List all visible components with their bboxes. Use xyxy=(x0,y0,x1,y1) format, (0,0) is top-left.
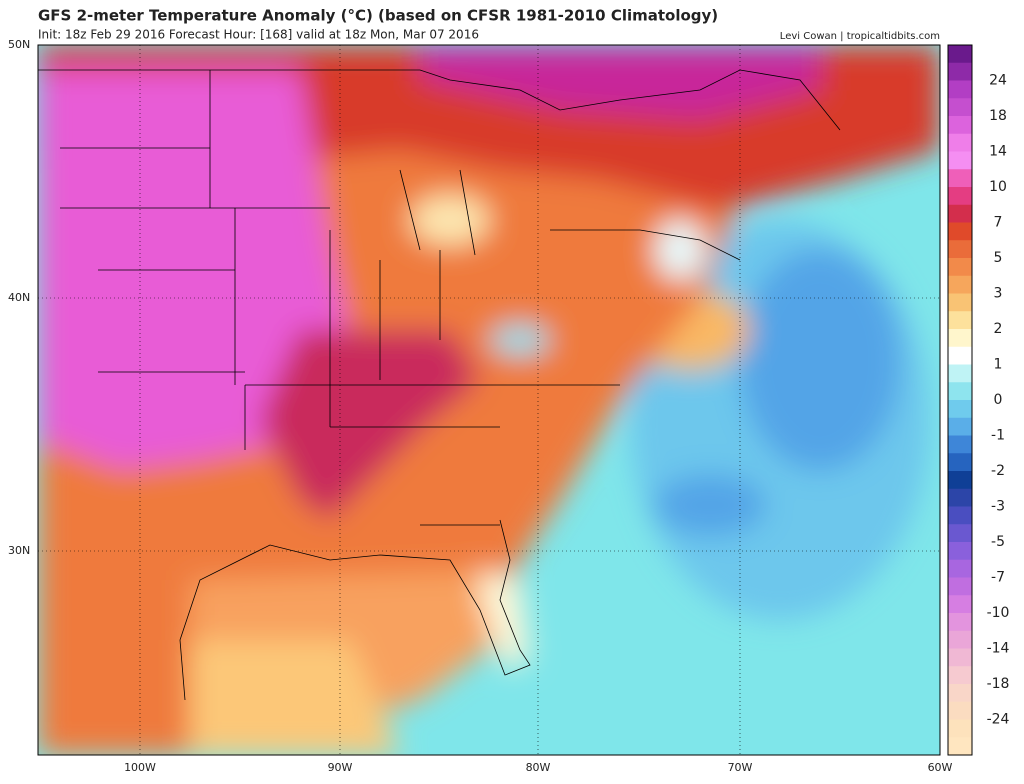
colorbar-swatch xyxy=(948,400,972,419)
colorbar-label: 1 xyxy=(994,357,1003,373)
title: GFS 2-meter Temperature Anomaly (°C) (ba… xyxy=(38,7,718,25)
colorbar-label: 0 xyxy=(994,392,1003,408)
colorbar-label: 14 xyxy=(989,144,1007,160)
colorbar-swatch xyxy=(948,701,972,720)
colorbar-swatch xyxy=(948,258,972,277)
lon-label: 70W xyxy=(728,761,753,774)
lat-label: 40N xyxy=(8,291,30,304)
colorbar-label: 2 xyxy=(994,321,1003,337)
lon-label: 80W xyxy=(526,761,551,774)
colorbar-label: 24 xyxy=(989,73,1007,89)
colorbar-swatch xyxy=(948,169,972,188)
colorbar-label: -24 xyxy=(987,712,1010,728)
colorbar-swatch xyxy=(948,542,972,561)
lon-label: 90W xyxy=(328,761,353,774)
colorbar-swatch xyxy=(948,417,972,436)
colorbar-label: -5 xyxy=(991,534,1005,550)
colorbar-swatch xyxy=(948,471,972,490)
colorbar-swatch xyxy=(948,737,972,756)
credit: Levi Cowan | tropicaltidbits.com xyxy=(780,31,940,42)
colorbar-label: -7 xyxy=(991,570,1005,586)
colorbar-swatch xyxy=(948,488,972,507)
colorbar-swatch xyxy=(948,116,972,135)
colorbar-label: -18 xyxy=(987,676,1010,692)
colorbar-swatch xyxy=(948,524,972,543)
borders xyxy=(38,69,841,701)
colorbar-swatch xyxy=(948,346,972,365)
colorbar-swatch xyxy=(948,559,972,578)
colorbar-label: -3 xyxy=(991,499,1005,515)
colorbar-swatch xyxy=(948,719,972,738)
colorbar-label: -1 xyxy=(991,428,1005,444)
colorbar-swatch xyxy=(948,506,972,525)
colorbar-swatch xyxy=(948,648,972,667)
colorbar-swatch xyxy=(948,98,972,117)
colorbar-swatch xyxy=(948,187,972,206)
lat-label: 50N xyxy=(8,38,30,51)
colorbar-swatch xyxy=(948,222,972,241)
colorbar-swatch xyxy=(948,666,972,685)
colorbar-swatch xyxy=(948,204,972,223)
colorbar-swatch xyxy=(948,311,972,330)
colorbar-swatch xyxy=(948,613,972,632)
subtitle: Init: 18z Feb 29 2016 Forecast Hour: [16… xyxy=(38,28,479,42)
colorbar-swatch xyxy=(948,453,972,472)
colorbar-label: -10 xyxy=(987,605,1010,621)
colorbar-swatch xyxy=(948,293,972,312)
colorbar-swatch xyxy=(948,275,972,294)
colorbar-label: 18 xyxy=(989,108,1007,124)
colorbar-swatch xyxy=(948,435,972,454)
lon-label: 60W xyxy=(928,761,953,774)
colorbar-swatch xyxy=(948,45,972,64)
colorbar-swatch xyxy=(948,382,972,401)
colorbar-swatch xyxy=(948,630,972,649)
map xyxy=(38,45,940,755)
colorbar-swatch xyxy=(948,684,972,703)
colorbar-label: 7 xyxy=(994,215,1003,231)
colorbar-label: 5 xyxy=(994,250,1003,266)
colorbar-swatch xyxy=(948,329,972,348)
lat-label: 30N xyxy=(8,544,30,557)
lon-label: 100W xyxy=(124,761,156,774)
colorbar-swatch xyxy=(948,80,972,99)
colorbar-label: 3 xyxy=(994,286,1003,302)
colorbar-swatch xyxy=(948,240,972,259)
colorbar-swatch xyxy=(948,151,972,170)
colorbar-frame xyxy=(947,44,973,756)
colorbar-swatch xyxy=(948,595,972,614)
colorbar-label: -2 xyxy=(991,463,1005,479)
colorbar-swatch xyxy=(948,62,972,81)
map-frame xyxy=(37,44,941,756)
colorbar-swatch xyxy=(948,577,972,596)
colorbar-swatch xyxy=(948,133,972,152)
colorbar-label: -14 xyxy=(987,641,1010,657)
colorbar-swatch xyxy=(948,364,972,383)
colorbar-label: 10 xyxy=(989,179,1007,195)
